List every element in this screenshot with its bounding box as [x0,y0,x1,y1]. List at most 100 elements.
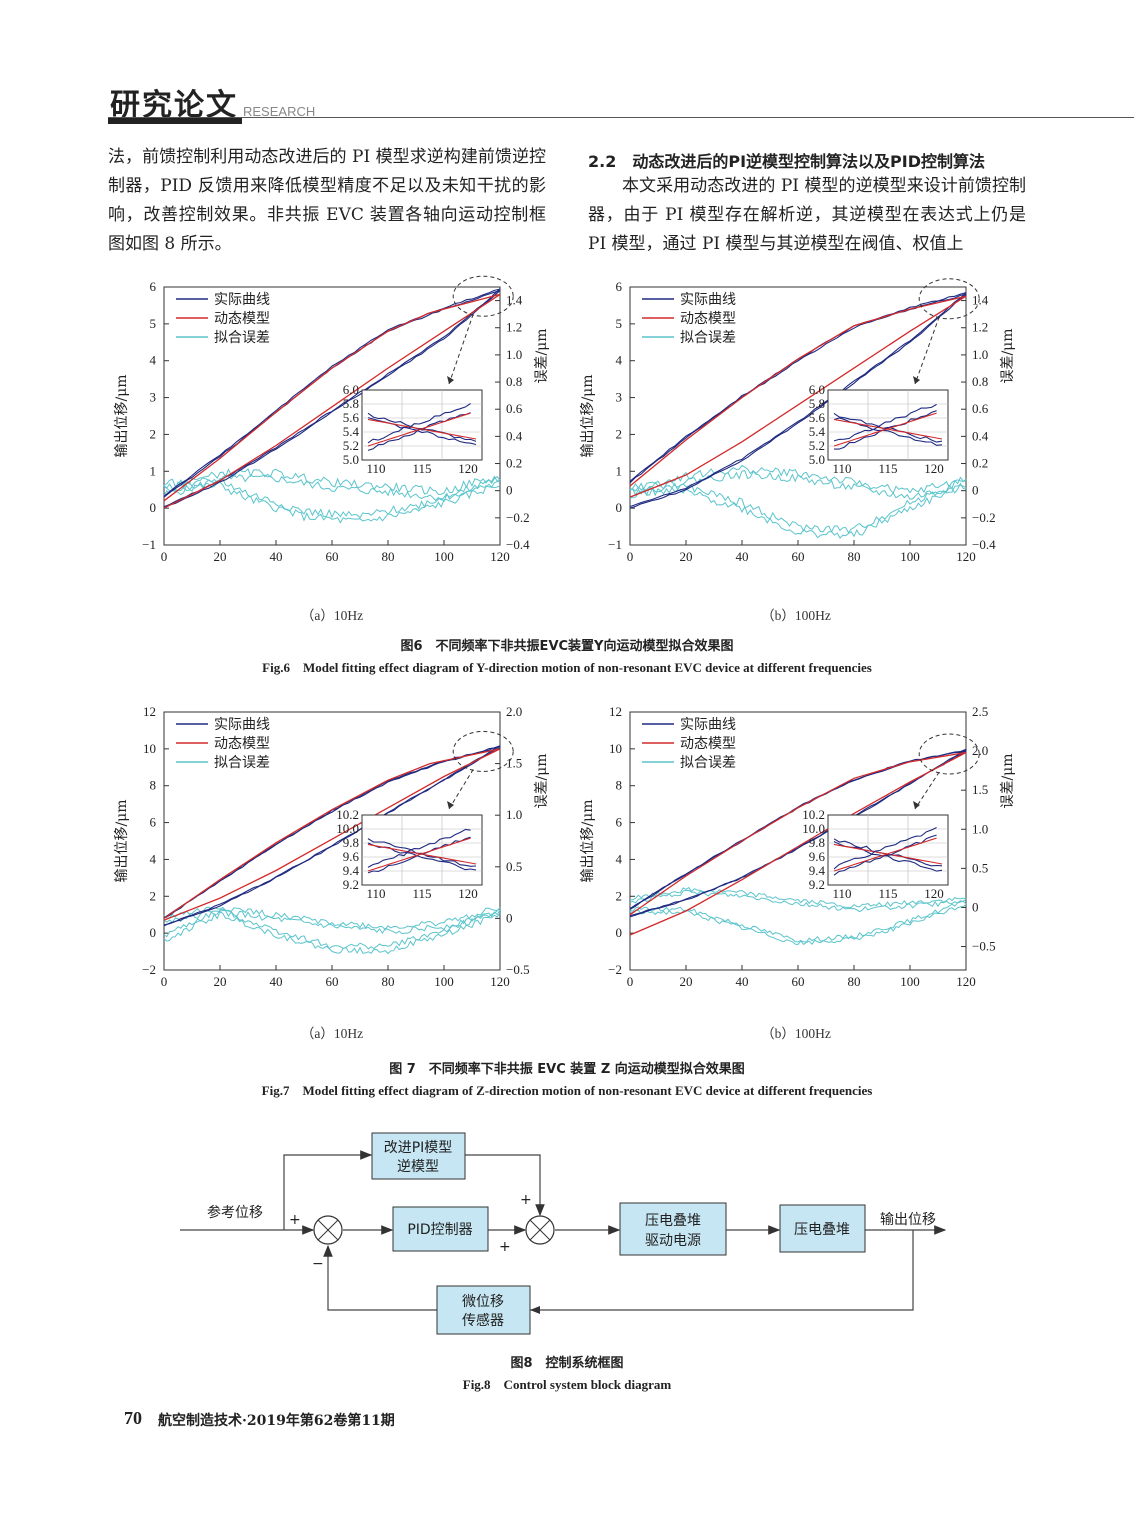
y2-tick-label: 0 [972,899,979,914]
x-tick-label: 60 [792,549,805,564]
y2-axis-label: 误差/μm [534,328,550,383]
zoom-arrow [914,771,940,810]
zoom-ellipse [452,275,514,317]
inset-y-tick: 5.0 [343,452,359,467]
y2-tick-label: 1.0 [506,347,522,362]
inset-curve [833,827,937,870]
y2-tick-label: 0.6 [972,401,989,416]
x-tick-label: 40 [736,549,749,564]
control-block-diagram: 改进PI模型 逆模型 PID控制器 压电叠堆 驱动电源 压电叠堆 微位移 传感器… [180,1132,947,1335]
journal-section-subtitle: RESEARCH [243,104,316,119]
sum-junction-2 [525,1215,555,1245]
inset-curve [367,412,471,447]
y-tick-label: 3 [616,390,623,405]
inset-x-tick: 115 [878,461,897,476]
model-curve [629,751,967,916]
y-tick-label: −2 [142,962,156,977]
header-bar [108,118,242,124]
inset-y-tick: 5.2 [343,438,359,453]
legend-label: 拟合误差 [680,330,736,346]
x-tick-label: 100 [900,549,920,564]
pid-block [392,1206,489,1252]
y-tick-label: 2 [150,426,157,441]
x-tick-label: 80 [848,549,861,564]
right-paragraph: 本文采用动态改进的 PI 模型的逆模型来设计前馈控制器，由于 PI 模型存在解析… [588,176,1026,254]
legend-label: 实际曲线 [214,292,270,308]
inset-frame [361,814,483,886]
error-curve [163,468,501,496]
chart-fig6-b: 0 20 40 60 80 100 120 −1 0 1 2 3 4 5 6 −0.4 −0.2 0 0.2 0.4 0… [580,278,1016,564]
error-curve [629,478,967,534]
x-tick-label: 120 [956,974,976,989]
x-tick-label: 20 [680,549,693,564]
model-curve [163,748,501,919]
inset-y-tick: 5.4 [343,424,360,439]
zoom-arrow [448,769,474,810]
inset-y-tick: 10.2 [802,807,825,822]
legend-label: 动态模型 [680,311,736,327]
y-tick-label: 4 [616,353,623,368]
fig7-caption-en: Fig.7 Model fitting effect diagram of Z-… [261,1083,873,1098]
fig8-caption-en: Fig.8 Control system block diagram [462,1377,672,1392]
inset-y-tick: 10.2 [336,807,359,822]
pid-label: PID控制器 [407,1222,472,1238]
driver-label-1: 压电叠堆 [645,1213,701,1229]
y2-tick-label: 1.0 [972,347,988,362]
inset-x-tick: 115 [412,886,431,901]
x-tick-label: 20 [214,974,227,989]
inset-y-tick: 10.0 [802,821,825,836]
x-tick-label: 60 [792,974,805,989]
sensor-block [436,1285,531,1335]
inset-curve [833,412,937,447]
inset-y-tick: 5.8 [809,396,825,411]
inset-y-tick: 9.6 [343,849,360,864]
inverse-model-block [371,1132,466,1180]
inset-y-tick: 9.2 [809,877,825,892]
y2-tick-label: 0 [972,483,979,498]
y2-tick-label: 1.5 [506,756,522,771]
inset-y-tick: 9.4 [343,863,360,878]
sum-junction-1 [313,1215,343,1245]
zoom-arrowhead [913,376,920,384]
inset-curve [367,403,471,444]
plus-sign-3: + [499,1239,511,1255]
x-tick-label: 60 [326,549,339,564]
y-tick-label: 6 [150,279,157,294]
y-tick-label: −2 [608,962,622,977]
error-curve [163,906,501,931]
y2-tick-label: 2.0 [972,743,988,758]
inset-frame [827,389,949,461]
model-curve [163,748,501,921]
inset-x-tick: 110 [366,461,385,476]
fig7-caption-cn: 图 7 不同频率下非共振 EVC 装置 Z 向运动模型拟合效果图 [389,1062,745,1077]
y2-tick-label: −0.2 [972,510,996,525]
actual-curve [163,288,501,497]
actual-curve [163,745,501,926]
y-tick-label: 0 [616,925,623,940]
inset-curve [833,837,937,872]
legend-label: 拟合误差 [214,755,270,771]
inset-y-tick: 9.8 [343,835,359,850]
y-tick-label: 8 [150,778,157,793]
y2-axis-label: 误差/μm [534,753,550,808]
page-number: 70 [124,1408,142,1428]
x-tick-label: 80 [848,974,861,989]
model-curve [163,293,501,502]
inset-frame [827,814,949,886]
y2-tick-label: 0.8 [972,374,988,389]
stack-block [779,1204,866,1253]
x-tick-label: 100 [434,549,454,564]
plus-sign-1: + [289,1212,301,1228]
x-tick-label: 0 [161,549,168,564]
y-tick-label: −1 [142,537,156,552]
inset-x-tick: 120 [924,886,944,901]
y-tick-label: 12 [143,704,156,719]
y-tick-label: 3 [150,390,157,405]
zoom-ellipse [918,278,980,320]
chart-fig7-b: 0 20 40 60 80 100 120 −2 0 2 4 6 8 10 12 −0.5 0 0.5 1.0 1.5… [580,704,1016,989]
zoom-arrowhead [913,801,920,809]
inset-curve [367,837,471,872]
subfig-label-7a: （a）10Hz [300,1026,364,1041]
inset-y-tick: 5.4 [809,424,826,439]
inset-x-tick: 110 [832,886,851,901]
